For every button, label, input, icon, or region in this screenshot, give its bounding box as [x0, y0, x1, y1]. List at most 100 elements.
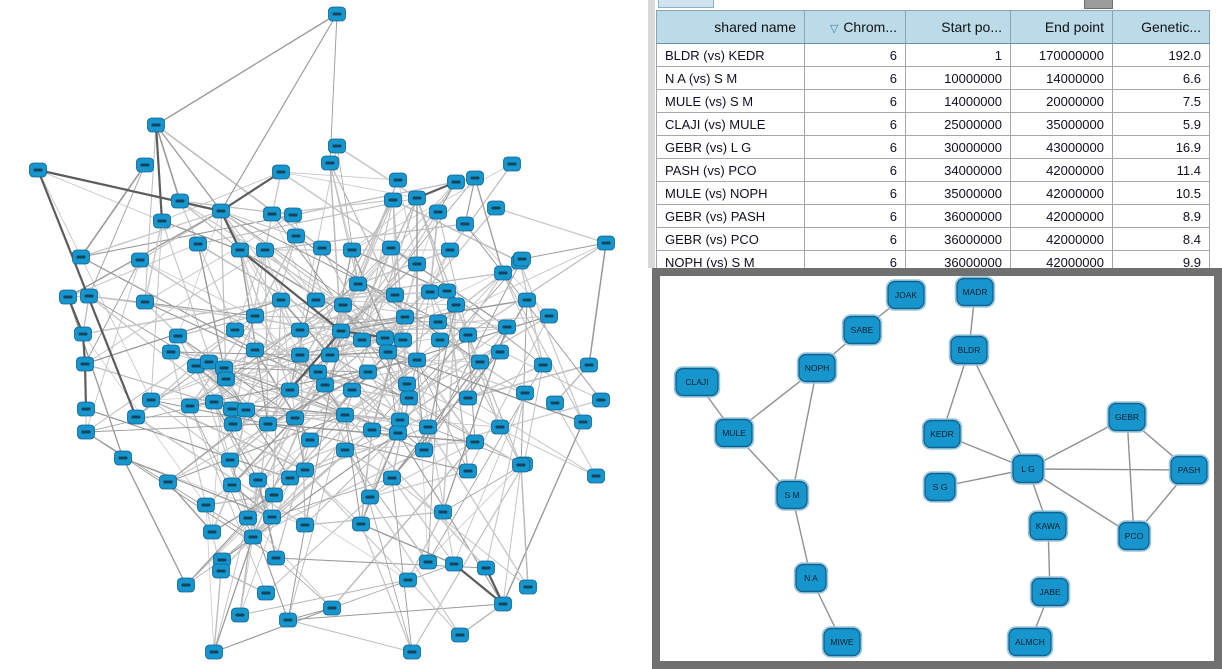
network-node[interactable]	[498, 319, 516, 335]
network-node[interactable]	[399, 572, 417, 588]
network-node[interactable]	[494, 596, 512, 612]
column-header-1[interactable]: ▽ Chrom...	[804, 10, 906, 44]
network-node[interactable]	[328, 138, 346, 154]
network-node[interactable]	[301, 432, 319, 448]
network-node-n-a[interactable]: N A	[793, 562, 829, 594]
network-node-s-g[interactable]: S G	[922, 471, 958, 503]
value-cell[interactable]: 8.4	[1112, 227, 1210, 251]
value-cell[interactable]: 36000000	[905, 204, 1011, 228]
network-node[interactable]	[349, 276, 367, 292]
network-node-kedr[interactable]: KEDR	[921, 418, 963, 450]
network-node[interactable]	[376, 330, 394, 346]
filter-icon[interactable]: ▽	[829, 23, 839, 35]
network-node[interactable]	[445, 556, 463, 572]
network-node[interactable]	[503, 156, 521, 172]
network-node[interactable]	[205, 644, 223, 660]
network-node[interactable]	[361, 489, 379, 505]
table-tab-sliver[interactable]	[658, 0, 714, 8]
network-node[interactable]	[296, 462, 314, 478]
value-cell[interactable]: 6	[804, 66, 906, 90]
network-node[interactable]	[592, 392, 610, 408]
network-node[interactable]	[162, 344, 180, 360]
network-node[interactable]	[379, 344, 397, 360]
column-header-3[interactable]: End point	[1010, 10, 1113, 44]
table-row[interactable]: CLAJI (vs) MULE 6 25000000 35000000 5.9	[656, 112, 1210, 136]
column-header-4[interactable]: Genetic...	[1112, 10, 1210, 44]
network-node-jabe[interactable]: JABE	[1029, 576, 1071, 608]
network-node[interactable]	[142, 392, 160, 408]
shared-name-cell[interactable]: MULE (vs) S M	[656, 89, 805, 113]
network-node[interactable]	[408, 256, 426, 272]
network-edge[interactable]	[791, 367, 818, 496]
table-row[interactable]: MULE (vs) S M 6 14000000 20000000 7.5	[656, 89, 1210, 113]
table-row[interactable]: GEBR (vs) L G 6 30000000 43000000 16.9	[656, 135, 1210, 159]
network-node-sabe[interactable]: SABE	[841, 314, 883, 346]
network-node[interactable]	[383, 470, 401, 486]
network-node-s-m[interactable]: S M	[774, 479, 810, 511]
network-node-madr[interactable]: MADR	[954, 276, 996, 308]
network-node[interactable]	[328, 6, 346, 22]
network-node-kawa[interactable]: KAWA	[1027, 510, 1069, 542]
value-cell[interactable]: 14000000	[1010, 66, 1113, 90]
table-row[interactable]: GEBR (vs) PCO 6 36000000 42000000 8.4	[656, 227, 1210, 251]
network-node[interactable]	[419, 419, 437, 435]
value-cell[interactable]: 6	[804, 135, 906, 159]
network-edge[interactable]	[968, 349, 1029, 470]
network-node[interactable]	[316, 377, 334, 393]
scrollbar-sliver[interactable]	[1084, 0, 1113, 9]
network-node-claji[interactable]: CLAJI	[673, 366, 721, 398]
value-cell[interactable]: 192.0	[1112, 43, 1210, 67]
network-node[interactable]	[408, 190, 426, 206]
network-node[interactable]	[309, 364, 327, 380]
table-row[interactable]: N A (vs) S M 6 10000000 14000000 6.6	[656, 66, 1210, 90]
value-cell[interactable]: 5.9	[1112, 112, 1210, 136]
shared-name-cell[interactable]: CLAJI (vs) MULE	[656, 112, 805, 136]
network-node[interactable]	[431, 332, 449, 348]
network-node[interactable]	[343, 242, 361, 258]
network-node[interactable]	[403, 644, 421, 660]
network-node[interactable]	[279, 612, 297, 628]
network-node[interactable]	[471, 354, 489, 370]
value-cell[interactable]: 35000000	[1010, 112, 1113, 136]
table-row[interactable]: GEBR (vs) PASH 6 36000000 42000000 8.9	[656, 204, 1210, 228]
network-node[interactable]	[429, 314, 447, 330]
network-node-pco[interactable]: PCO	[1116, 520, 1152, 552]
network-node[interactable]	[429, 204, 447, 220]
network-node[interactable]	[332, 323, 350, 339]
value-cell[interactable]: 10000000	[905, 66, 1011, 90]
network-node[interactable]	[296, 517, 314, 533]
network-node[interactable]	[77, 401, 95, 417]
network-node[interactable]	[519, 579, 537, 595]
network-node[interactable]	[534, 357, 552, 373]
network-node[interactable]	[72, 249, 90, 265]
network-node[interactable]	[223, 477, 241, 493]
network-node[interactable]	[386, 287, 404, 303]
value-cell[interactable]: 42000000	[1010, 227, 1113, 251]
network-node[interactable]	[456, 216, 474, 232]
network-node[interactable]	[307, 292, 325, 308]
shared-name-cell[interactable]: GEBR (vs) PCO	[656, 227, 805, 251]
network-node-l-g[interactable]: L G	[1010, 453, 1046, 485]
network-node[interactable]	[389, 172, 407, 188]
value-cell[interactable]: 6	[804, 89, 906, 113]
value-cell[interactable]: 34000000	[905, 158, 1011, 182]
network-node[interactable]	[434, 504, 452, 520]
network-node[interactable]	[382, 240, 400, 256]
network-node[interactable]	[491, 344, 509, 360]
value-cell[interactable]: 30000000	[905, 135, 1011, 159]
network-node[interactable]	[512, 457, 530, 473]
network-node[interactable]	[159, 474, 177, 490]
network-node[interactable]	[226, 322, 244, 338]
shared-name-cell[interactable]: GEBR (vs) L G	[656, 135, 805, 159]
shared-name-cell[interactable]: GEBR (vs) PASH	[656, 204, 805, 228]
network-node[interactable]	[286, 410, 304, 426]
network-node[interactable]	[246, 308, 264, 324]
network-node[interactable]	[487, 200, 505, 216]
network-node[interactable]	[171, 193, 189, 209]
network-node-almch[interactable]: ALMCH	[1006, 626, 1054, 658]
network-node[interactable]	[396, 309, 414, 325]
overview-network-canvas[interactable]	[0, 0, 648, 669]
network-node[interactable]	[231, 242, 249, 258]
network-node[interactable]	[408, 352, 426, 368]
value-cell[interactable]: 43000000	[1010, 135, 1113, 159]
